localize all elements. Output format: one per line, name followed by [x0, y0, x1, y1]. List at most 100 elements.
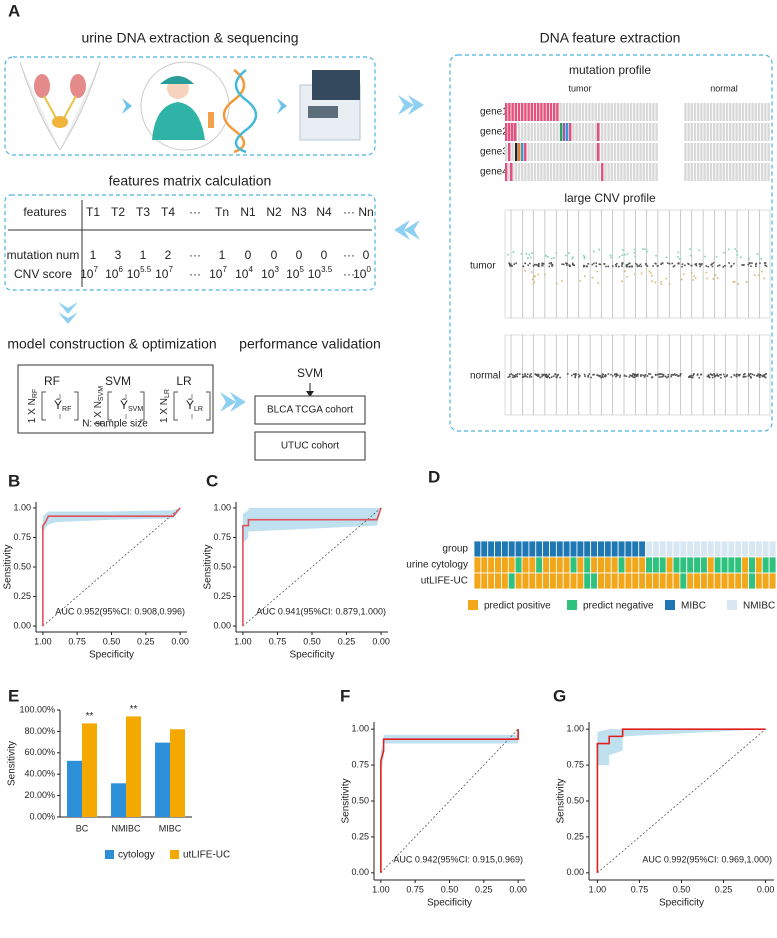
mutation-cell	[591, 143, 594, 161]
heatmap-cell	[645, 572, 653, 590]
mutation-cell	[748, 103, 751, 121]
mutation-hit	[515, 143, 518, 161]
mutation-cell	[530, 123, 533, 141]
heatmap-cell	[569, 556, 578, 574]
mutation-hit	[601, 163, 604, 181]
cnv-point	[522, 376, 524, 378]
cnv-point	[753, 374, 756, 376]
legend-label: NMIBC	[743, 601, 775, 612]
cell-exponent: 4	[248, 265, 253, 274]
mutation-cell	[655, 163, 658, 181]
cnv-frame	[504, 334, 771, 416]
mutation-cell	[604, 163, 607, 181]
cnv-point	[572, 256, 574, 259]
heatmap-cell	[734, 556, 743, 574]
heatmap-cell	[761, 556, 770, 574]
legend-swatch	[468, 600, 478, 610]
heatmap-cell	[686, 540, 695, 558]
mutation-cell	[757, 103, 761, 121]
cnv-point	[565, 254, 567, 257]
cnv-point	[706, 375, 709, 378]
cnv-point	[662, 374, 665, 377]
cnv-point	[603, 263, 606, 265]
heatmap-cell	[700, 572, 708, 590]
mutation-cell	[652, 143, 655, 161]
heatmap-cell	[576, 572, 585, 590]
heatmap-cell	[686, 572, 695, 590]
cnv-point	[660, 263, 662, 265]
heatmap-cell	[597, 540, 605, 558]
cnv-point	[691, 376, 694, 379]
heatmap-cell	[528, 540, 537, 558]
cnv-point	[745, 281, 748, 283]
cnv-point	[530, 271, 533, 273]
mutation-cell	[594, 123, 597, 141]
cnv-point	[660, 283, 663, 285]
cnv-point	[569, 264, 572, 267]
cnv-point	[739, 373, 741, 376]
mutation-cell	[693, 143, 697, 161]
cnv-point	[726, 374, 729, 376]
section-box	[4, 56, 376, 156]
cnv-point	[689, 248, 691, 250]
cnv-point	[679, 373, 682, 376]
x-tick-label: 0.75	[68, 636, 86, 646]
mutation-cell	[684, 143, 687, 161]
mutation-cell	[556, 123, 559, 141]
cnv-point	[698, 376, 701, 379]
cnv-point	[515, 262, 517, 265]
mutation-cell	[745, 123, 748, 141]
x-tick-label: 1.00	[372, 884, 390, 894]
cnv-point	[625, 375, 628, 378]
cnv-point	[735, 374, 738, 376]
cnv-point	[573, 373, 575, 375]
cnv-point	[761, 270, 763, 273]
roc-curve	[242, 507, 382, 627]
heatmap-cell	[555, 572, 564, 590]
cnv-point	[562, 263, 565, 266]
cnv-point	[555, 282, 558, 285]
cnv-point	[643, 376, 646, 378]
mutation-cell	[521, 123, 524, 141]
cnv-point	[582, 265, 585, 268]
mutation-cell	[716, 123, 719, 141]
cnv-point	[749, 262, 751, 264]
heatmap-cell	[583, 572, 592, 590]
cnv-point	[555, 251, 558, 254]
mutation-hit	[524, 103, 527, 121]
mutation-cell	[767, 163, 770, 181]
cnv-point	[657, 373, 660, 376]
cnv-point	[673, 373, 676, 376]
cnv-point	[610, 256, 612, 259]
heatmap-cell	[706, 540, 715, 558]
mutation-cell	[588, 123, 591, 141]
heatmap-cell	[631, 556, 640, 574]
cnv-point	[512, 251, 515, 253]
heatmap-cell	[480, 556, 489, 574]
cnv-point	[513, 263, 516, 265]
cnv-point	[515, 373, 517, 376]
cnv-point	[667, 375, 669, 378]
cnv-point	[682, 273, 685, 276]
mutation-cell	[629, 103, 633, 121]
cnv-point	[596, 374, 598, 377]
cnv-point	[636, 263, 638, 266]
mutation-cell	[703, 103, 706, 121]
cnv-point	[665, 376, 668, 379]
mutation-cell	[764, 143, 767, 161]
heatmap-cell	[768, 556, 777, 574]
mutation-cell	[639, 143, 642, 161]
heatmap-cell	[555, 540, 564, 558]
mutation-cell	[569, 143, 572, 161]
cnv-point	[665, 277, 667, 280]
mutation-cell	[629, 123, 633, 141]
mutation-cell	[722, 123, 725, 141]
mutation-cell	[613, 143, 617, 161]
heatmap-cell	[542, 556, 550, 574]
table-cell: ···	[343, 248, 355, 262]
cnv-point	[512, 374, 514, 376]
y-tick-label: 40.00%	[24, 769, 55, 779]
mutation-hit	[569, 123, 572, 141]
cnv-point	[738, 374, 740, 377]
cnv-point	[633, 273, 636, 275]
